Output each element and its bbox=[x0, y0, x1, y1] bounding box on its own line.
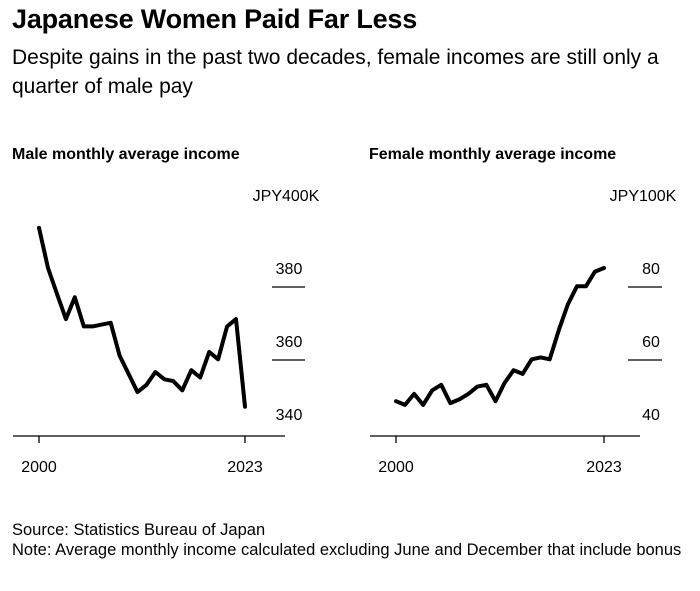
female-y-tick-label: 80 bbox=[642, 261, 660, 278]
male-income-line bbox=[37, 225, 247, 409]
female-income-line bbox=[394, 266, 606, 407]
bonus-note: Note: Average monthly income calculated … bbox=[12, 541, 682, 559]
source-note: Source: Statistics Bureau of Japan bbox=[12, 521, 266, 539]
female-x-tick-label: 2000 bbox=[378, 459, 414, 476]
chart-footer: Source: Statistics Bureau of Japan Note:… bbox=[12, 520, 697, 560]
male-income-chart: JPY400K 380 360 340 2000 2023 bbox=[13, 188, 320, 476]
female-income-chart: JPY100K 80 60 40 2000 2023 bbox=[370, 188, 677, 476]
female-unit-label: JPY100K bbox=[610, 188, 677, 205]
male-x-tick-label: 2023 bbox=[227, 459, 263, 476]
male-y-tick-label: 380 bbox=[276, 261, 303, 278]
chart-title: Japanese Women Paid Far Less bbox=[12, 4, 418, 34]
female-panel-title: Female monthly average income bbox=[369, 146, 617, 163]
male-panel-title: Male monthly average income bbox=[12, 146, 240, 163]
chart-subtitle: Despite gains in the past two decades, f… bbox=[12, 46, 659, 98]
male-x-tick-label: 2000 bbox=[21, 459, 57, 476]
female-x-tick-label: 2023 bbox=[586, 459, 622, 476]
female-y-tick-label: 60 bbox=[642, 334, 660, 351]
male-unit-label: JPY400K bbox=[253, 188, 320, 205]
female-y-tick-label: 40 bbox=[642, 407, 660, 424]
male-y-tick-label: 360 bbox=[276, 334, 303, 351]
male-y-tick-label: 340 bbox=[276, 407, 303, 424]
